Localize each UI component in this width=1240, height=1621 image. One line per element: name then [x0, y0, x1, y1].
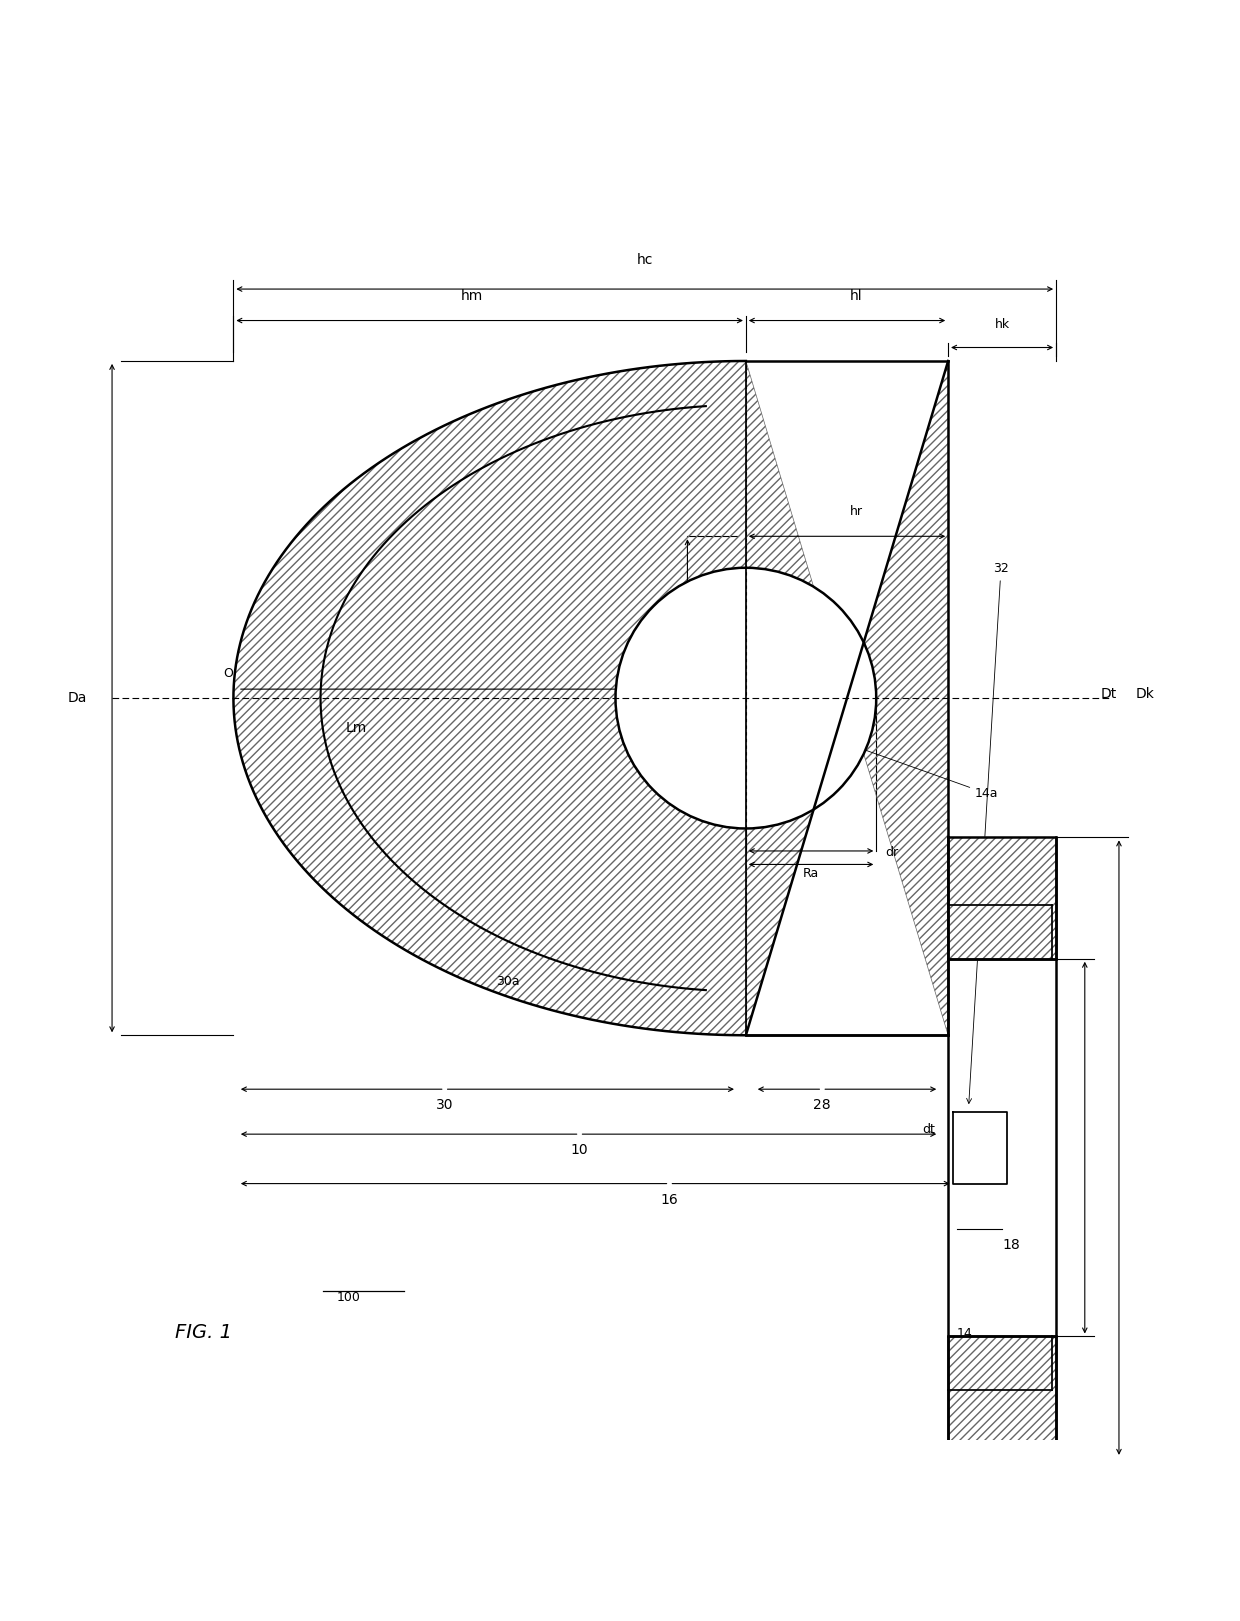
Circle shape	[615, 567, 877, 828]
Text: 26: 26	[985, 1399, 999, 1412]
Text: 20: 20	[957, 1148, 973, 1161]
Text: Dk: Dk	[1135, 687, 1154, 700]
Polygon shape	[949, 838, 1056, 960]
Text: 100: 100	[337, 1292, 361, 1305]
Text: 14: 14	[957, 1328, 973, 1341]
Text: hc: hc	[636, 253, 653, 266]
Text: Dt: Dt	[1101, 687, 1117, 700]
Text: dt: dt	[921, 1123, 935, 1136]
Text: ht: ht	[1018, 926, 1030, 939]
Text: 14a: 14a	[815, 731, 998, 801]
Text: 16: 16	[661, 1193, 678, 1206]
Text: 32: 32	[967, 562, 1009, 1104]
Polygon shape	[949, 1336, 1056, 1457]
Text: 30a: 30a	[496, 974, 520, 987]
Text: dr: dr	[885, 846, 898, 859]
Text: Lr: Lr	[649, 609, 662, 624]
Text: FIG. 1: FIG. 1	[175, 1323, 232, 1342]
Polygon shape	[233, 361, 949, 1036]
Text: hk: hk	[994, 318, 1009, 331]
Polygon shape	[952, 1112, 1007, 1183]
Text: Ra: Ra	[804, 867, 820, 880]
Text: 30: 30	[436, 1097, 454, 1112]
Text: 28: 28	[813, 1097, 831, 1112]
Text: hm: hm	[460, 289, 482, 303]
Text: Lm: Lm	[346, 721, 367, 734]
Text: hl: hl	[849, 289, 862, 303]
Text: Da: Da	[67, 691, 87, 705]
Text: 18: 18	[1002, 1237, 1019, 1251]
Text: O: O	[223, 668, 233, 681]
Text: hr: hr	[849, 506, 863, 519]
Text: 10: 10	[570, 1143, 588, 1157]
